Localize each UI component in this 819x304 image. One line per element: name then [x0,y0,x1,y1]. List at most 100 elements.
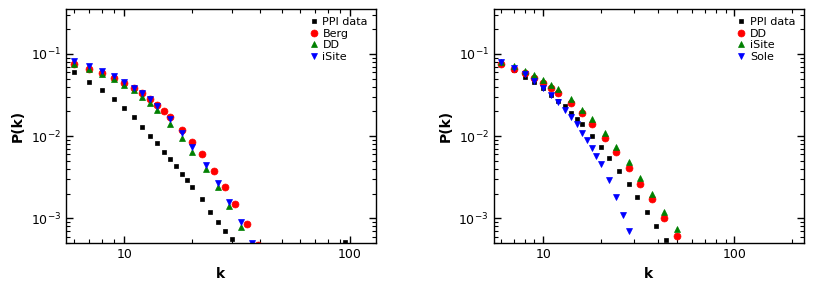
PPI data [236,247,246,251]
DD [224,205,233,208]
DD [236,225,246,229]
Berg [230,202,240,206]
Berg [177,128,187,131]
iSite [224,200,233,203]
iSite [610,145,620,149]
PPI data [213,220,223,224]
Berg [197,153,206,156]
PPI data [565,111,575,115]
PPI data [586,134,596,138]
Legend: PPI data, Berg, DD, iSite: PPI data, Berg, DD, iSite [306,15,369,64]
PPI data [571,118,581,121]
Berg [109,76,119,80]
DD [683,252,693,256]
PPI data [182,178,192,182]
Y-axis label: P(k): P(k) [11,110,25,142]
iSite [683,245,693,249]
iSite [545,83,555,87]
DD [260,269,269,273]
Berg [145,98,155,101]
DD [495,62,505,66]
PPI data [84,80,94,84]
PPI data [650,224,660,227]
iSite [97,69,107,73]
PPI data [641,210,651,214]
X-axis label: k: k [216,267,225,281]
Berg [97,71,107,75]
DD [671,234,681,237]
X-axis label: k: k [643,267,652,281]
Sole [577,131,586,135]
PPI data [559,105,569,108]
DD [610,150,620,154]
iSite [565,98,575,101]
DD [165,122,175,126]
Berg [165,116,175,119]
Sole [610,195,620,199]
Sole [617,213,627,217]
DD [137,95,147,99]
PPI data [129,116,138,119]
Berg [265,266,274,270]
Sole [581,139,591,142]
Sole [631,251,641,255]
Berg [119,81,129,85]
PPI data [340,240,350,244]
DD [565,102,575,105]
DD [577,111,586,115]
DD [529,76,539,80]
PPI data [699,295,709,299]
PPI data [669,252,679,256]
Sole [590,154,600,158]
PPI data [109,98,119,101]
PPI data [187,185,197,189]
PPI data [292,295,301,299]
Line: iSite: iSite [70,57,344,304]
iSite [119,80,129,84]
PPI data [553,99,563,102]
Line: DD: DD [70,61,344,304]
DD [201,167,210,171]
PPI data [145,134,155,138]
iSite [145,98,155,101]
PPI data [283,289,292,293]
PPI data [159,150,169,154]
DD [84,67,94,71]
Line: Sole: Sole [496,58,697,304]
PPI data [577,122,586,126]
PPI data [197,198,206,201]
Berg [220,185,230,189]
PPI data [301,303,310,304]
PPI data [119,106,129,110]
PPI data [495,62,505,66]
Sole [571,122,581,126]
PPI data [679,266,689,270]
iSite [187,146,197,149]
PPI data [152,141,162,145]
DD [187,150,197,154]
Berg [252,243,262,247]
Line: PPI data: PPI data [498,62,785,304]
iSite [600,131,609,135]
PPI data [519,75,529,78]
DD [69,62,79,66]
DD [129,88,138,92]
iSite [213,181,223,185]
Sole [537,86,547,89]
Legend: PPI data, DD, iSite, Sole: PPI data, DD, iSite, Sole [734,15,797,64]
DD [553,92,563,95]
Berg [69,62,79,66]
iSite [720,301,730,304]
iSite [260,263,269,267]
Y-axis label: P(k): P(k) [438,110,452,142]
iSite [508,64,518,68]
DD [658,217,668,220]
iSite [152,105,162,108]
DD [646,198,656,201]
iSite [137,92,147,95]
PPI data [537,87,547,90]
PPI data [177,172,187,175]
Sole [565,116,575,119]
Berg [129,87,138,90]
iSite [529,74,539,77]
